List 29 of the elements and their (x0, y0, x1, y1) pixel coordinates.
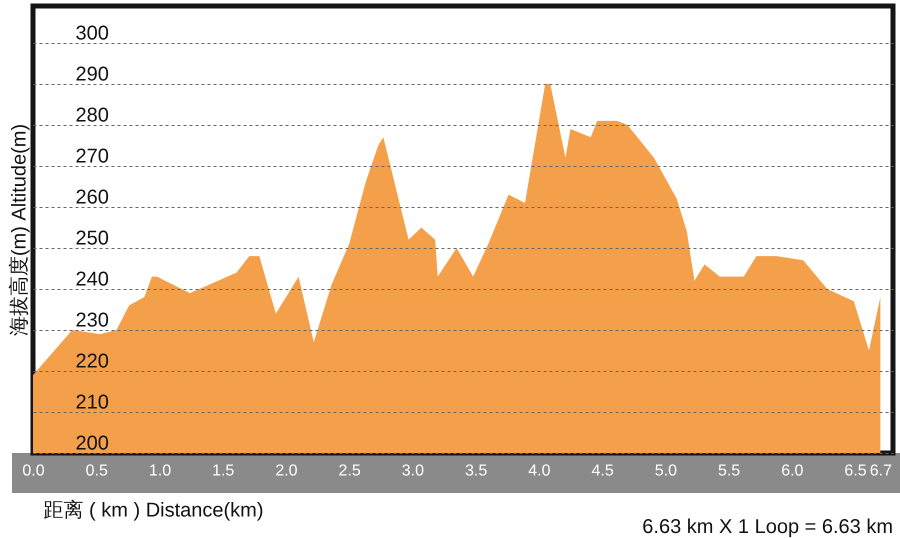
y-tick-label: 260 (76, 186, 109, 208)
x-tick-label: 1.0 (148, 462, 172, 480)
x-tick-label: 1.5 (212, 462, 234, 480)
x-tick-label: 0.0 (22, 462, 45, 480)
y-tick-label: 290 (76, 63, 109, 86)
x-tick-label: 6.5 (844, 462, 867, 480)
y-axis-title: 海拔高度(m) Altitude(m) (8, 124, 30, 336)
x-tick-label: 4.5 (591, 462, 614, 480)
y-tick-label: 300 (76, 22, 109, 44)
x-tick-label: 4.0 (528, 462, 551, 480)
x-tick-label: 2.0 (275, 462, 298, 480)
y-tick-label: 230 (76, 309, 109, 332)
x-tick-label: 3.5 (465, 462, 488, 480)
x-tick-label: 6.0 (781, 462, 804, 480)
y-tick-label: 250 (76, 227, 109, 250)
y-tick-label: 240 (76, 268, 109, 290)
y-tick-label: 280 (76, 104, 109, 126)
y-tick-label: 210 (76, 391, 109, 414)
y-tick-label: 200 (76, 432, 109, 454)
text: 6.63 km X 1 Loop = 6.63 km (642, 516, 893, 538)
y-tick-label: 220 (76, 350, 109, 372)
y-tick-label: 270 (76, 145, 109, 168)
x-tick-label: 5.5 (718, 462, 740, 480)
x-tick-label: 3.0 (402, 462, 424, 480)
x-tick-label: 5.0 (654, 462, 678, 480)
x-tick-label: 2.5 (338, 462, 361, 480)
x-axis-title: 距离 ( km ) Distance(km) (44, 500, 264, 522)
x-tick-label: 6.7 (870, 462, 892, 480)
x-tick-label: 0.5 (86, 462, 108, 480)
